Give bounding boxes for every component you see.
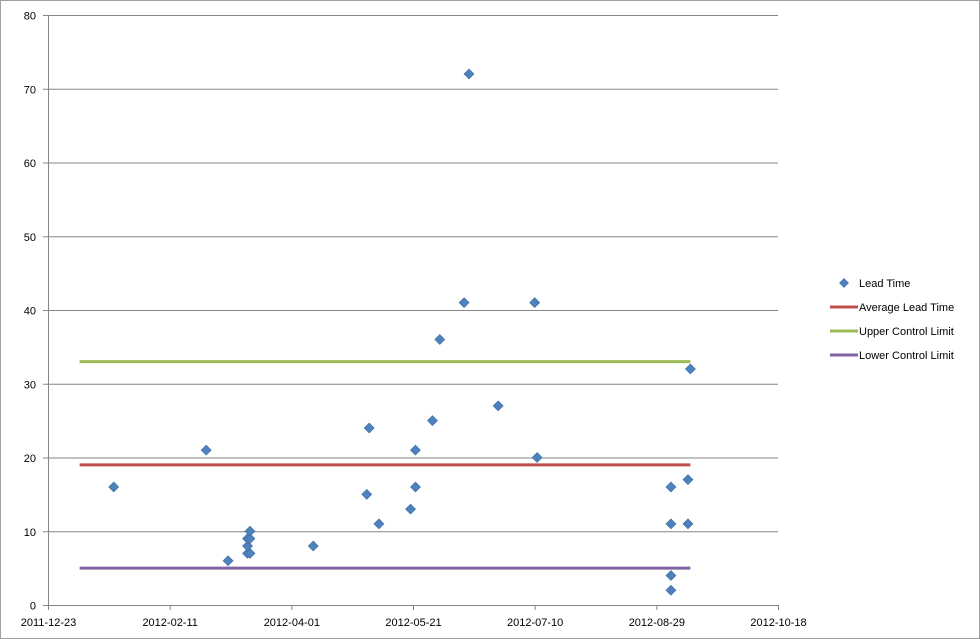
legend-label: Average Lead Time bbox=[859, 302, 954, 314]
data-point bbox=[200, 444, 212, 456]
x-tick-label: 2012-04-01 bbox=[264, 617, 320, 629]
x-tick-label: 2012-02-11 bbox=[142, 617, 197, 629]
y-tick-label: 10 bbox=[24, 527, 36, 539]
data-point bbox=[410, 444, 421, 456]
data-point bbox=[405, 503, 416, 515]
x-tick-label: 2012-07-10 bbox=[507, 617, 563, 629]
data-point bbox=[684, 363, 696, 375]
data-point bbox=[665, 570, 677, 581]
data-point bbox=[682, 518, 694, 530]
data-point bbox=[108, 481, 120, 493]
data-point bbox=[244, 525, 256, 537]
x-tick-label: 2012-08-29 bbox=[629, 617, 685, 629]
y-tick-label: 30 bbox=[24, 379, 36, 391]
y-tick-label: 20 bbox=[24, 453, 36, 465]
data-point bbox=[665, 518, 677, 530]
y-tick-label: 70 bbox=[24, 84, 36, 96]
legend-label: Upper Control Limit bbox=[859, 326, 954, 338]
data-point bbox=[427, 415, 438, 427]
data-point bbox=[434, 334, 446, 345]
legend-label: Lower Control Limit bbox=[859, 350, 954, 362]
data-point bbox=[361, 488, 373, 500]
data-point bbox=[373, 518, 385, 530]
data-point bbox=[307, 540, 319, 552]
x-tick-label: 2012-10-18 bbox=[750, 617, 806, 629]
y-tick-label: 50 bbox=[24, 232, 36, 244]
data-point bbox=[463, 68, 475, 80]
y-tick-label: 60 bbox=[24, 158, 36, 170]
y-tick-label: 40 bbox=[24, 306, 36, 318]
legend-marker bbox=[839, 278, 849, 288]
x-tick-label: 2012-05-21 bbox=[385, 617, 441, 629]
data-point bbox=[529, 297, 541, 309]
y-tick-label: 0 bbox=[30, 601, 36, 613]
data-point bbox=[682, 474, 694, 486]
data-point bbox=[458, 297, 470, 309]
data-point bbox=[222, 555, 234, 567]
data-point bbox=[492, 400, 504, 412]
data-point bbox=[363, 422, 375, 434]
data-point bbox=[244, 547, 256, 559]
data-point bbox=[665, 481, 677, 493]
data-point bbox=[531, 452, 543, 463]
data-point bbox=[244, 533, 256, 545]
legend-label: Lead Time bbox=[859, 278, 910, 290]
y-tick-label: 80 bbox=[24, 11, 36, 23]
x-tick-label: 2011-12-23 bbox=[21, 617, 76, 629]
data-point bbox=[665, 584, 677, 596]
data-point bbox=[410, 481, 421, 493]
